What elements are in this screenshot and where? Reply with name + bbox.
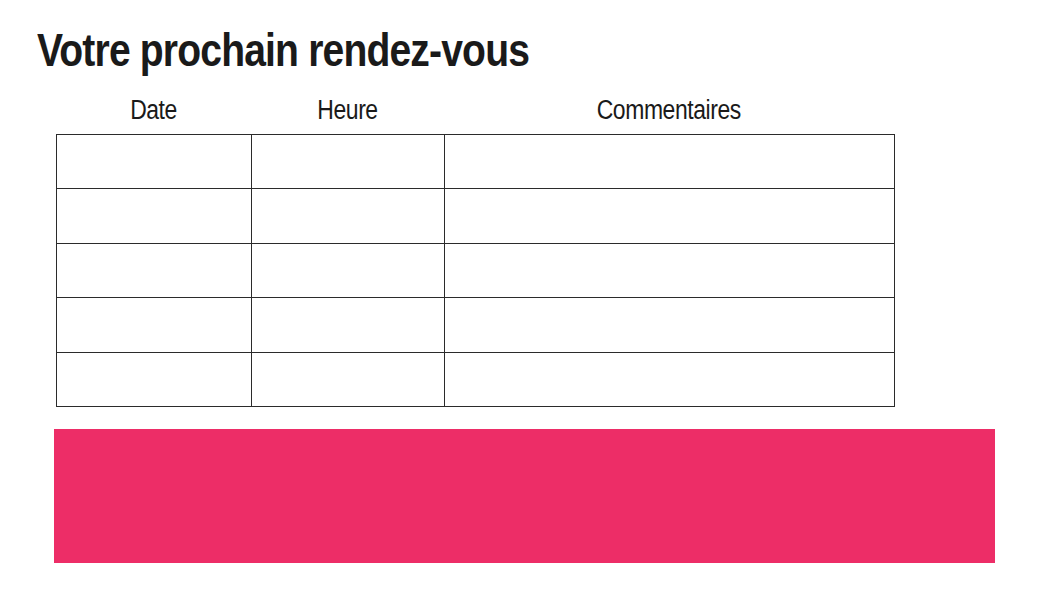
table-cell <box>57 135 252 189</box>
table-header-row: Date Heure Commentaires <box>56 94 894 126</box>
column-header-commentaires: Commentaires <box>444 94 894 126</box>
page-title: Votre prochain rendez-vous <box>37 27 529 73</box>
table-cell <box>445 243 895 297</box>
table-row <box>57 298 895 352</box>
table-cell <box>445 189 895 243</box>
table-body <box>57 135 895 407</box>
column-header-commentaires-label: Commentaires <box>597 94 741 126</box>
table-cell <box>445 298 895 352</box>
table-cell <box>252 243 445 297</box>
table-cell <box>445 135 895 189</box>
table-cell <box>445 352 895 406</box>
appointments-table <box>56 134 895 407</box>
column-header-date: Date <box>56 94 251 126</box>
column-header-heure-label: Heure <box>317 94 377 126</box>
table-cell <box>57 298 252 352</box>
accent-banner <box>54 429 995 563</box>
table-cell <box>252 189 445 243</box>
table-row <box>57 135 895 189</box>
appointment-card: Votre prochain rendez-vous Date Heure Co… <box>0 0 1050 600</box>
table-cell <box>57 243 252 297</box>
table-cell <box>252 298 445 352</box>
table-cell <box>57 189 252 243</box>
table-row <box>57 352 895 406</box>
table-row <box>57 243 895 297</box>
table-row <box>57 189 895 243</box>
column-header-heure: Heure <box>251 94 444 126</box>
table-cell <box>57 352 252 406</box>
table-cell <box>252 352 445 406</box>
column-header-date-label: Date <box>130 94 177 126</box>
table-cell <box>252 135 445 189</box>
